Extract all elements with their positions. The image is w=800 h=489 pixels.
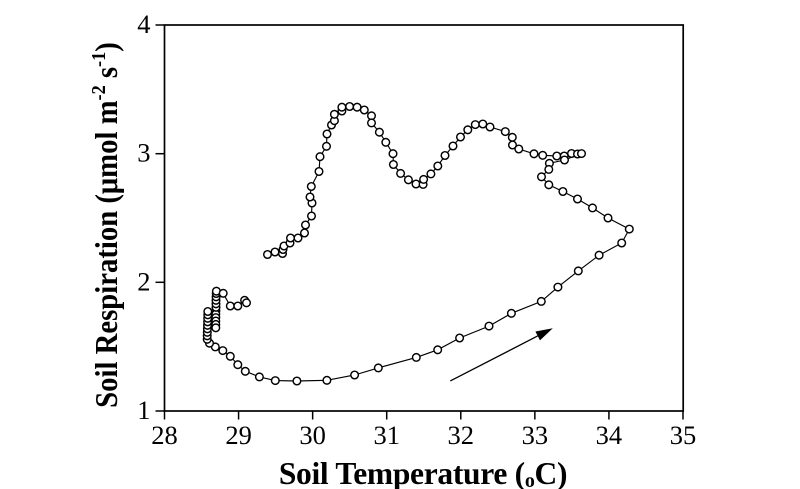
svg-text:34: 34 bbox=[596, 420, 623, 450]
svg-text:3: 3 bbox=[137, 138, 150, 168]
svg-text:4: 4 bbox=[137, 9, 150, 39]
svg-text:33: 33 bbox=[522, 420, 549, 450]
svg-text:31: 31 bbox=[373, 420, 400, 450]
svg-text:Soil Temperature (oC): Soil Temperature (oC) bbox=[279, 456, 567, 489]
svg-text:30: 30 bbox=[299, 420, 326, 450]
svg-text:32: 32 bbox=[448, 420, 475, 450]
svg-text:2: 2 bbox=[137, 266, 150, 296]
svg-text:Soil Respiration (μmol m-2 s-1: Soil Respiration (μmol m-2 s-1) bbox=[88, 42, 124, 408]
svg-text:1: 1 bbox=[137, 395, 150, 425]
svg-text:29: 29 bbox=[225, 420, 252, 450]
svg-text:28: 28 bbox=[151, 420, 178, 450]
svg-text:35: 35 bbox=[670, 420, 697, 450]
